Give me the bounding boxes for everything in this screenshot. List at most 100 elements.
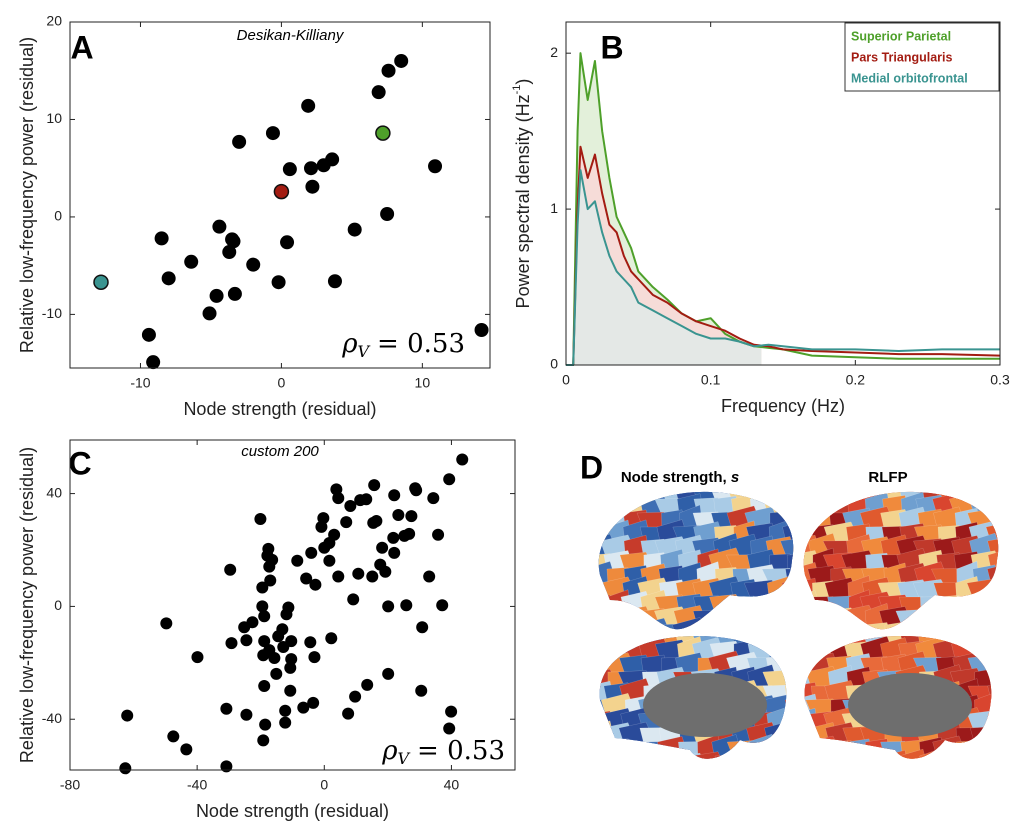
brain-title-var: s xyxy=(731,469,739,486)
scatter-point xyxy=(416,621,429,634)
y-axis-label: Relative low-frequency power (residual) xyxy=(17,37,37,353)
scatter-point xyxy=(427,492,440,505)
brain-parcel xyxy=(803,491,822,508)
scatter-point xyxy=(332,492,345,505)
brain-parcel xyxy=(805,735,843,759)
scatter-point xyxy=(305,546,318,559)
brain-surface xyxy=(804,635,992,759)
brain-parcel xyxy=(973,616,999,630)
brain-parcel xyxy=(968,590,999,620)
scatter-point xyxy=(332,570,345,583)
brain-parcel xyxy=(780,595,794,615)
scatter-point xyxy=(222,245,237,260)
scatter-point xyxy=(282,601,295,614)
scatter-point xyxy=(279,716,292,729)
scatter-point xyxy=(361,678,374,691)
brain-parcel xyxy=(599,735,614,759)
scatter-point xyxy=(388,489,401,502)
scatter-point xyxy=(392,509,405,522)
scatter-point xyxy=(304,636,317,649)
brain-parcel xyxy=(766,491,794,504)
brain-parcel xyxy=(827,619,857,630)
stat-text: = 0.53 xyxy=(377,329,465,359)
chart-panel: 0 0.1 0.2 0.3 0 1 2 Frequency (Hz) Power spectra… xyxy=(511,21,1010,416)
brain-parcel xyxy=(638,752,672,759)
brain-parcel xyxy=(762,610,794,628)
plot-frame xyxy=(69,21,491,369)
brain-parcel xyxy=(780,635,787,652)
brain-parcel xyxy=(974,491,998,509)
brain-surface xyxy=(598,491,794,630)
scatter-point xyxy=(240,634,253,647)
legend-box xyxy=(844,22,1000,92)
brain-title: Node strength, s xyxy=(621,469,739,486)
stat-symbol: ρ xyxy=(341,329,358,359)
brain-parcel xyxy=(988,623,999,630)
scatter-point xyxy=(220,702,233,715)
x-tick-label: 40 xyxy=(444,777,460,793)
scatter-point xyxy=(368,479,381,492)
brain-parcel xyxy=(803,491,821,523)
brain-parcel xyxy=(989,726,992,746)
scatter-point xyxy=(285,653,298,666)
scatter-point xyxy=(232,134,247,149)
scatter-point xyxy=(146,355,161,370)
scatter-point xyxy=(227,286,242,301)
scatter-point xyxy=(240,708,253,721)
brain-parcel xyxy=(804,635,819,654)
brain-parcel xyxy=(605,635,633,650)
brain-parcel xyxy=(744,596,782,614)
brain-parcel xyxy=(952,754,984,759)
brain-parcel xyxy=(726,595,764,615)
x-tick-label: 0 xyxy=(320,777,328,793)
x-tick-label: 0 xyxy=(562,372,570,388)
brain-parcel xyxy=(966,578,999,604)
scatter-point xyxy=(327,274,342,289)
brain-parcel xyxy=(787,623,794,630)
scatter-point xyxy=(160,617,173,630)
x-axis-label: Node strength (residual) xyxy=(183,399,376,419)
brain-parcel xyxy=(985,734,992,759)
panel-label: C xyxy=(68,445,91,481)
brain-parcel xyxy=(731,608,759,630)
brain-parcel xyxy=(785,491,794,503)
scatter-point xyxy=(246,616,259,629)
scatter-point xyxy=(400,599,413,612)
brain-parcel xyxy=(784,604,794,630)
brain-parcel xyxy=(783,642,787,662)
brain-parcel xyxy=(804,727,820,745)
y-axis-label: Relative low-frequency power (residual) xyxy=(17,447,37,763)
scatter-point xyxy=(273,183,290,200)
brain-parcel xyxy=(787,507,794,535)
scatter-point xyxy=(305,179,320,194)
x-axis-label: Node strength (residual) xyxy=(196,801,389,821)
chart-panel: -80 -40 0 40 -40 0 40 Node strength (residual) R… xyxy=(17,439,516,821)
scatter-point xyxy=(347,593,360,606)
scatter-point xyxy=(272,630,285,643)
brain-parcel xyxy=(954,604,982,630)
scatter-point xyxy=(258,635,271,648)
brain-surface xyxy=(803,491,999,630)
x-tick-label: 0.2 xyxy=(846,372,866,388)
scatter-point xyxy=(308,651,321,664)
brain-parcel xyxy=(598,496,616,518)
brain-parcel xyxy=(986,652,992,680)
y-tick-label: 1 xyxy=(550,200,558,216)
brain-parcel xyxy=(746,604,780,630)
annotation: custom 200 xyxy=(241,443,319,460)
brain-parcel xyxy=(803,607,822,630)
scatter-point xyxy=(410,484,423,497)
brain-parcel xyxy=(804,638,824,666)
brain-title-text: Node strength, xyxy=(621,469,731,486)
brain-parcel xyxy=(937,623,963,630)
brain-parcel xyxy=(714,753,740,759)
brain-parcel xyxy=(658,753,688,759)
scatter-point xyxy=(382,667,395,680)
brain-parcel xyxy=(846,752,874,759)
scatter-point xyxy=(265,126,280,141)
scatter-point xyxy=(264,574,277,587)
brain-parcel xyxy=(804,735,819,759)
scatter-point xyxy=(261,549,274,562)
y-tick-label: 10 xyxy=(46,110,62,126)
